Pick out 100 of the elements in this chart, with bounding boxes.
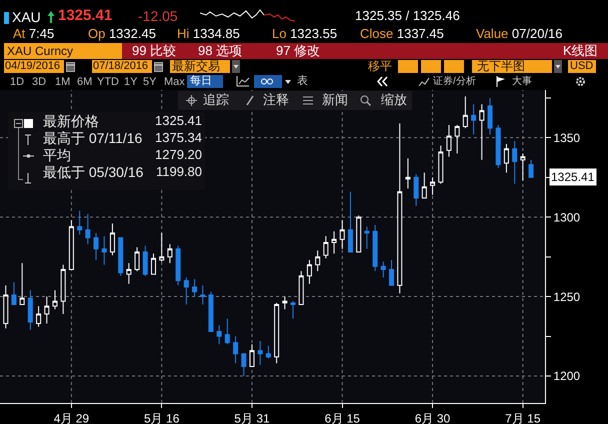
candlestick bbox=[298, 270, 304, 305]
x-tick-label: 7月 15 bbox=[505, 411, 541, 424]
annotation: 最新价格 bbox=[43, 113, 99, 129]
text: K线图 bbox=[563, 43, 598, 58]
candlestick bbox=[282, 296, 288, 310]
x-tick-label: 6月 15 bbox=[324, 411, 360, 424]
candlestick bbox=[430, 176, 436, 196]
candlestick bbox=[454, 124, 460, 154]
candlestick bbox=[306, 260, 312, 284]
annotation: 1279.20 bbox=[155, 147, 202, 163]
candlestick bbox=[118, 237, 124, 276]
candlestick bbox=[192, 278, 198, 298]
candlestick bbox=[3, 284, 8, 329]
candlestick bbox=[11, 282, 16, 305]
candlestick bbox=[44, 296, 50, 324]
text: 1M bbox=[55, 76, 70, 88]
candlestick bbox=[176, 245, 181, 286]
candlestick bbox=[397, 122, 402, 294]
text: Max bbox=[164, 76, 185, 88]
candlestick bbox=[258, 340, 263, 366]
candlestick bbox=[462, 96, 468, 129]
candlestick bbox=[208, 291, 214, 332]
candlestick bbox=[380, 261, 386, 278]
candlestick bbox=[438, 145, 444, 184]
y-tick-label: 1200 bbox=[553, 369, 580, 384]
text: 每日 bbox=[190, 75, 212, 88]
text: 1Y bbox=[124, 76, 138, 88]
text: YTD bbox=[97, 76, 119, 88]
annotation: 平均 bbox=[43, 147, 71, 163]
text: XAU bbox=[12, 9, 41, 25]
candlestick bbox=[496, 124, 501, 168]
candlestick bbox=[60, 264, 66, 315]
text: XAU Curncy bbox=[7, 44, 74, 58]
candlestick bbox=[241, 353, 246, 376]
annotation: 缩放 bbox=[381, 92, 407, 107]
text: 5Y bbox=[143, 76, 156, 88]
text: 1D bbox=[10, 76, 24, 88]
text: 97 修改 bbox=[276, 43, 320, 58]
candlestick bbox=[150, 253, 156, 275]
candlestick bbox=[184, 276, 189, 305]
candlestick bbox=[20, 262, 25, 305]
text: 98 选项 bbox=[198, 43, 242, 58]
candlestick bbox=[167, 244, 172, 264]
candlestick bbox=[200, 284, 206, 305]
annotation: 注释 bbox=[263, 92, 289, 107]
candlestick bbox=[512, 140, 518, 184]
candlestick bbox=[348, 191, 353, 253]
annotation: 新闻 bbox=[322, 92, 348, 107]
candlestick bbox=[85, 213, 90, 245]
candlestick bbox=[28, 290, 33, 330]
candlestick bbox=[224, 318, 230, 345]
annotation: 1375.34 bbox=[155, 130, 202, 146]
y-tick-label: 1350 bbox=[553, 130, 580, 145]
text: 1325.41 bbox=[58, 7, 112, 24]
candlestick bbox=[528, 159, 534, 178]
candlestick bbox=[110, 222, 115, 256]
candlestick bbox=[504, 144, 509, 174]
candlestick bbox=[389, 260, 394, 286]
text: 99 比较 bbox=[132, 43, 176, 58]
text: 最新交易 bbox=[172, 59, 220, 73]
candlestick bbox=[216, 324, 222, 345]
candlestick bbox=[372, 224, 378, 272]
candlestick bbox=[356, 215, 362, 253]
text: 3D bbox=[32, 76, 46, 88]
text: Close 1337.45 bbox=[360, 26, 444, 41]
candlestick bbox=[446, 124, 452, 158]
x-tick-label: 5月 16 bbox=[144, 411, 180, 424]
candlestick bbox=[488, 97, 493, 135]
candlestick bbox=[36, 306, 42, 328]
candlestick bbox=[479, 104, 484, 160]
text: Hi 1334.85 bbox=[177, 26, 240, 41]
y-tick-label: 1300 bbox=[553, 210, 580, 224]
x-tick-label: 5月 31 bbox=[234, 411, 270, 424]
text: 04/19/2016 bbox=[5, 60, 60, 73]
candlestick bbox=[471, 104, 476, 135]
text: Op 1332.45 bbox=[88, 26, 156, 41]
candlestick bbox=[422, 172, 427, 199]
candlestick bbox=[249, 344, 254, 367]
annotation: 最低于 05/30/16 bbox=[43, 164, 144, 180]
candlestick bbox=[364, 226, 370, 250]
text: USD bbox=[570, 60, 594, 73]
annotation: 追踪 bbox=[203, 92, 229, 107]
candlestick bbox=[134, 246, 140, 272]
text: 07/18/2016 bbox=[93, 60, 148, 73]
text: 表 bbox=[297, 75, 308, 88]
x-tick-label: 6月 30 bbox=[414, 411, 451, 424]
x-tick-label: 4月 29 bbox=[54, 411, 90, 424]
text: -12.05 bbox=[138, 8, 178, 24]
text: Value 07/20/16 bbox=[476, 26, 563, 41]
candlestick bbox=[266, 345, 271, 360]
text: 移平 bbox=[368, 59, 392, 73]
text: 大事 bbox=[512, 75, 532, 88]
candlestick bbox=[94, 232, 99, 261]
candlestick bbox=[405, 158, 410, 190]
annotation: 1325.41 bbox=[155, 113, 202, 129]
text: At 7:45 bbox=[13, 26, 54, 41]
annotation: 最高于 07/11/16 bbox=[43, 130, 142, 146]
candlestick bbox=[520, 153, 526, 182]
candlestick bbox=[315, 250, 320, 272]
text: 1325.35 / 1325.46 bbox=[355, 8, 460, 23]
